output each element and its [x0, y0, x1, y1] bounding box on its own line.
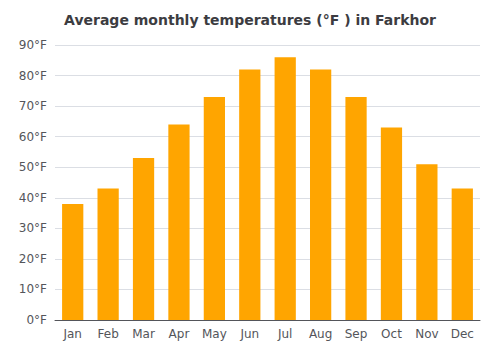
svg-text:80°F: 80°F: [19, 69, 47, 83]
svg-text:50°F: 50°F: [19, 160, 47, 174]
svg-text:90°F: 90°F: [19, 38, 47, 52]
svg-text:Nov: Nov: [415, 327, 438, 341]
svg-text:30°F: 30°F: [19, 221, 47, 235]
svg-text:Mar: Mar: [132, 327, 155, 341]
svg-text:10°F: 10°F: [19, 282, 47, 296]
svg-text:May: May: [202, 327, 227, 341]
svg-text:70°F: 70°F: [19, 99, 47, 113]
svg-text:40°F: 40°F: [19, 191, 47, 205]
svg-text:Aug: Aug: [309, 327, 332, 341]
svg-text:20°F: 20°F: [19, 252, 47, 266]
svg-text:0°F: 0°F: [26, 313, 47, 327]
svg-text:Sep: Sep: [345, 327, 368, 341]
svg-text:Average monthly temperatures (: Average monthly temperatures (°F ) in Fa…: [64, 12, 436, 28]
svg-text:Jul: Jul: [277, 327, 292, 341]
svg-text:Apr: Apr: [169, 327, 190, 341]
svg-text:Jan: Jan: [62, 327, 82, 341]
svg-text:Feb: Feb: [98, 327, 119, 341]
svg-text:60°F: 60°F: [19, 130, 47, 144]
svg-text:Dec: Dec: [451, 327, 474, 341]
svg-text:Oct: Oct: [381, 327, 402, 341]
svg-text:Jun: Jun: [239, 327, 259, 341]
